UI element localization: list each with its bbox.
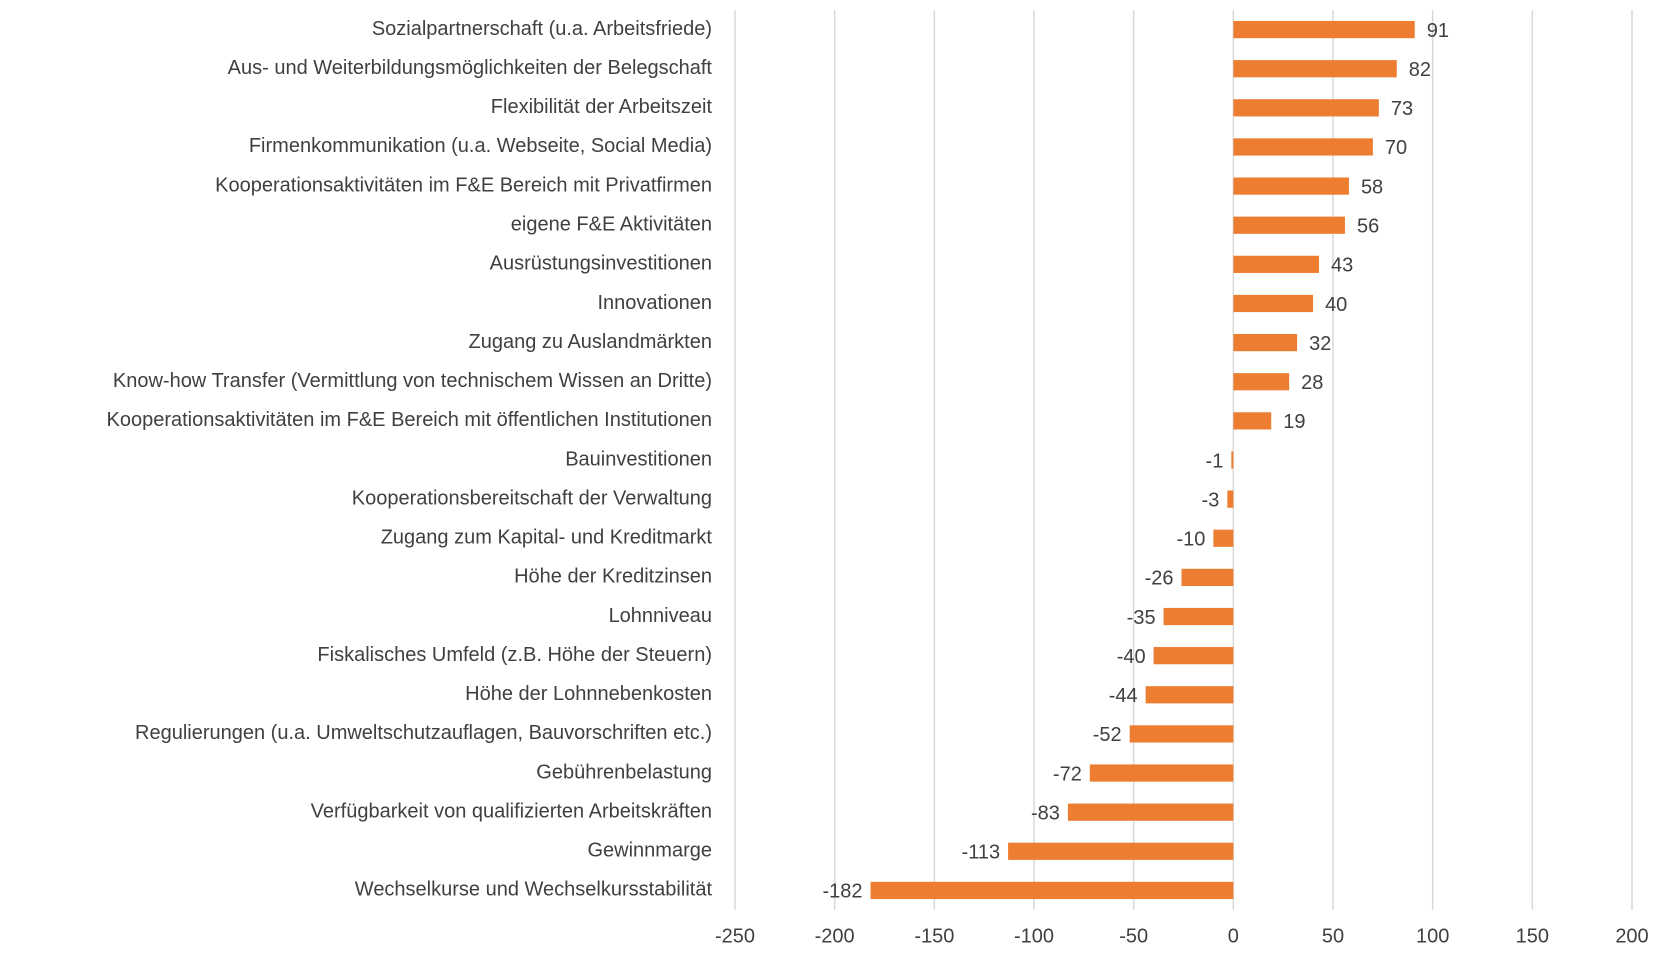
y-tick-label: Firmenkommunikation (u.a. Webseite, Soci…	[249, 135, 712, 157]
x-tick-label: 150	[1516, 925, 1549, 947]
data-label: -72	[1053, 763, 1082, 785]
y-tick-label: Flexibilität der Arbeitszeit	[491, 96, 713, 118]
x-tick-label: -100	[1014, 925, 1054, 947]
bar	[1231, 451, 1234, 469]
data-label: 91	[1427, 20, 1449, 42]
y-tick-label: Fiskalisches Umfeld (z.B. Höhe der Steue…	[317, 644, 712, 666]
bar	[1233, 177, 1349, 195]
data-label: -113	[962, 842, 1001, 864]
x-tick-label: 200	[1615, 925, 1648, 947]
data-label: -52	[1093, 724, 1122, 746]
data-label: 40	[1325, 294, 1347, 316]
x-tick-label: -50	[1119, 925, 1148, 947]
x-tick-label: 100	[1416, 925, 1449, 947]
bar	[1008, 842, 1234, 860]
data-label: 82	[1409, 59, 1431, 81]
bar	[1163, 607, 1234, 626]
bar	[1233, 216, 1345, 234]
y-tick-label: Bauinvestitionen	[565, 448, 712, 470]
bar	[1145, 686, 1234, 704]
y-tick-label: Gewinnmarge	[587, 840, 712, 862]
y-tick-label: Lohnniveau	[609, 605, 712, 627]
y-tick-label: Regulierungen (u.a. Umweltschutzauflagen…	[135, 722, 712, 744]
bar	[1089, 764, 1234, 782]
y-tick-label: Wechselkurse und Wechselkursstabilität	[355, 879, 713, 901]
y-tick-label: Aus- und Weiterbildungsmöglichkeiten der…	[228, 57, 713, 79]
data-label: 70	[1385, 137, 1407, 159]
data-label: 19	[1283, 411, 1305, 433]
bar	[1233, 60, 1397, 78]
data-label: -40	[1117, 646, 1146, 668]
bar	[1233, 294, 1314, 313]
y-tick-label: eigene F&E Aktivitäten	[511, 213, 712, 235]
bar	[1233, 255, 1320, 273]
data-label: -182	[823, 881, 863, 903]
x-tick-label: -200	[815, 925, 855, 947]
data-label: -26	[1145, 568, 1174, 590]
y-tick-label: Know-how Transfer (Vermittlung von techn…	[113, 370, 712, 392]
bar	[1227, 490, 1234, 508]
data-label: 43	[1331, 255, 1353, 277]
data-label: 73	[1391, 98, 1413, 120]
x-tick-label: 50	[1322, 925, 1344, 947]
data-label: 32	[1309, 333, 1331, 355]
data-label: -44	[1109, 685, 1138, 707]
bar	[1153, 647, 1234, 665]
bar	[1233, 20, 1415, 39]
bar	[1233, 412, 1272, 430]
data-label: -3	[1202, 489, 1220, 511]
y-tick-label: Sozialpartnerschaft (u.a. Arbeitsfriede)	[372, 18, 712, 40]
bar	[870, 881, 1234, 900]
data-label: -35	[1127, 607, 1156, 629]
data-label: -10	[1176, 529, 1205, 551]
y-tick-label: Ausrüstungsinvestitionen	[490, 253, 712, 275]
data-label: 56	[1357, 215, 1379, 237]
bar	[1181, 568, 1234, 586]
bar	[1067, 803, 1234, 821]
data-label: -83	[1031, 802, 1060, 824]
bar	[1233, 138, 1373, 156]
bar	[1233, 99, 1379, 117]
bar	[1129, 725, 1234, 743]
bar	[1233, 334, 1298, 352]
data-label: 58	[1361, 176, 1383, 198]
data-label: -1	[1206, 450, 1224, 472]
bar	[1233, 373, 1290, 391]
y-tick-label: Höhe der Lohnnebenkosten	[465, 683, 712, 705]
y-tick-label: Gebührenbelastung	[536, 761, 712, 783]
y-tick-label: Innovationen	[597, 292, 712, 314]
data-label: 28	[1301, 372, 1323, 394]
y-tick-label: Zugang zu Auslandmärkten	[469, 331, 713, 353]
y-tick-label: Verfügbarkeit von qualifizierten Arbeits…	[311, 800, 712, 822]
bar	[1213, 529, 1234, 547]
x-tick-label: 0	[1228, 925, 1239, 947]
x-tick-label: -250	[715, 925, 755, 947]
y-tick-label: Kooperationsbereitschaft der Verwaltung	[352, 487, 712, 509]
y-tick-label: Höhe der Kreditzinsen	[514, 566, 712, 588]
y-tick-label: Zugang zum Kapital- und Kreditmarkt	[381, 527, 713, 549]
y-tick-label: Kooperationsaktivitäten im F&E Bereich m…	[106, 409, 712, 431]
x-tick-label: -150	[914, 925, 954, 947]
y-tick-label: Kooperationsaktivitäten im F&E Bereich m…	[215, 174, 712, 196]
